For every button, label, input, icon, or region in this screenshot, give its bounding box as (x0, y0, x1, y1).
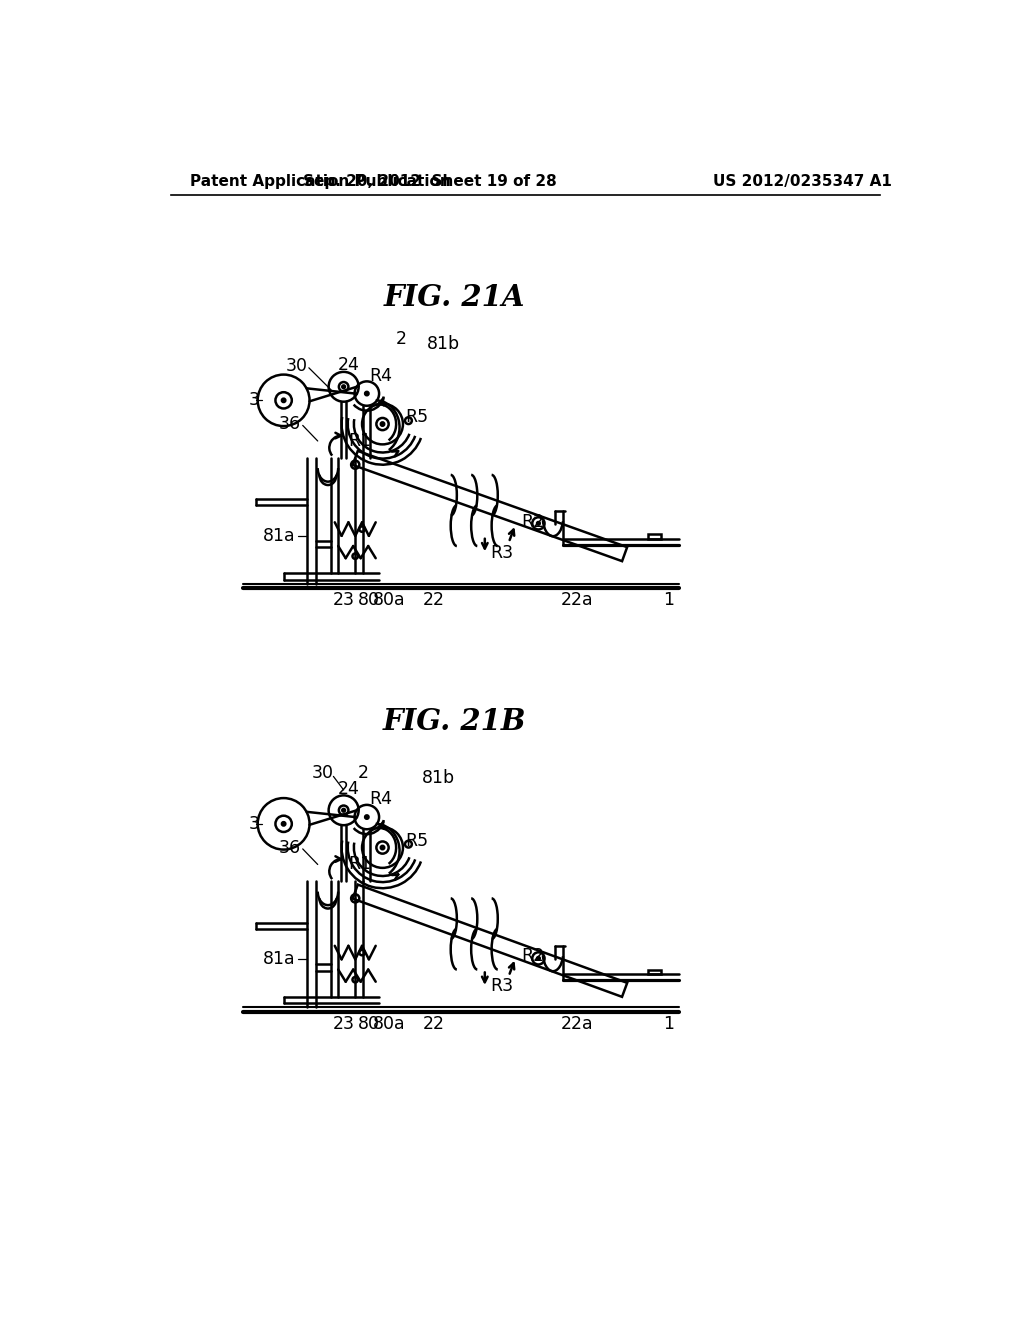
Text: 1: 1 (664, 1015, 675, 1032)
Text: 24: 24 (338, 356, 359, 374)
Text: 2: 2 (395, 330, 407, 348)
Text: 3: 3 (249, 391, 260, 409)
Text: R2: R2 (521, 946, 544, 965)
Text: R3: R3 (490, 544, 513, 562)
Text: R3: R3 (490, 977, 513, 995)
Text: 30: 30 (312, 764, 334, 781)
Text: R2: R2 (521, 513, 544, 532)
Text: 80: 80 (357, 591, 380, 610)
Bar (648, 969, 660, 974)
Text: FIG. 21A: FIG. 21A (383, 284, 525, 313)
Text: Sep. 20, 2012  Sheet 19 of 28: Sep. 20, 2012 Sheet 19 of 28 (303, 174, 557, 189)
Text: R5: R5 (406, 832, 429, 850)
Text: 80a: 80a (373, 1015, 406, 1032)
Text: 30: 30 (286, 358, 307, 375)
Text: 80a: 80a (373, 591, 406, 610)
Circle shape (537, 521, 540, 525)
Text: 81a: 81a (263, 950, 296, 969)
Text: R4: R4 (369, 791, 392, 808)
Text: R4: R4 (369, 367, 392, 385)
Text: 22: 22 (423, 1015, 444, 1032)
Text: 81a: 81a (263, 527, 296, 545)
Circle shape (342, 809, 345, 812)
Text: FIG. 21B: FIG. 21B (382, 706, 526, 735)
Text: 80: 80 (357, 1015, 380, 1032)
Circle shape (366, 816, 369, 818)
Circle shape (366, 392, 369, 395)
Text: 22a: 22a (560, 591, 593, 610)
Circle shape (381, 422, 384, 426)
Text: 81b: 81b (422, 768, 455, 787)
Text: 23: 23 (333, 591, 354, 610)
Text: 23: 23 (333, 1015, 354, 1032)
Text: R1: R1 (348, 432, 372, 450)
Text: R5: R5 (406, 408, 429, 426)
Circle shape (381, 846, 384, 849)
Text: 81b: 81b (427, 335, 460, 352)
Text: R1: R1 (348, 855, 372, 874)
Text: US 2012/0235347 A1: US 2012/0235347 A1 (713, 174, 892, 189)
Text: Patent Application Publication: Patent Application Publication (190, 174, 451, 189)
Text: 24: 24 (338, 780, 359, 797)
Circle shape (282, 399, 286, 403)
Circle shape (537, 957, 540, 960)
Text: 1: 1 (664, 591, 675, 610)
Circle shape (282, 822, 286, 825)
Bar (648, 535, 660, 539)
Circle shape (342, 385, 345, 388)
Text: 2: 2 (357, 764, 369, 781)
Text: 22a: 22a (560, 1015, 593, 1032)
Text: 36: 36 (279, 838, 301, 857)
Text: 36: 36 (279, 414, 301, 433)
Text: 3: 3 (249, 814, 260, 833)
Text: 22: 22 (423, 591, 444, 610)
